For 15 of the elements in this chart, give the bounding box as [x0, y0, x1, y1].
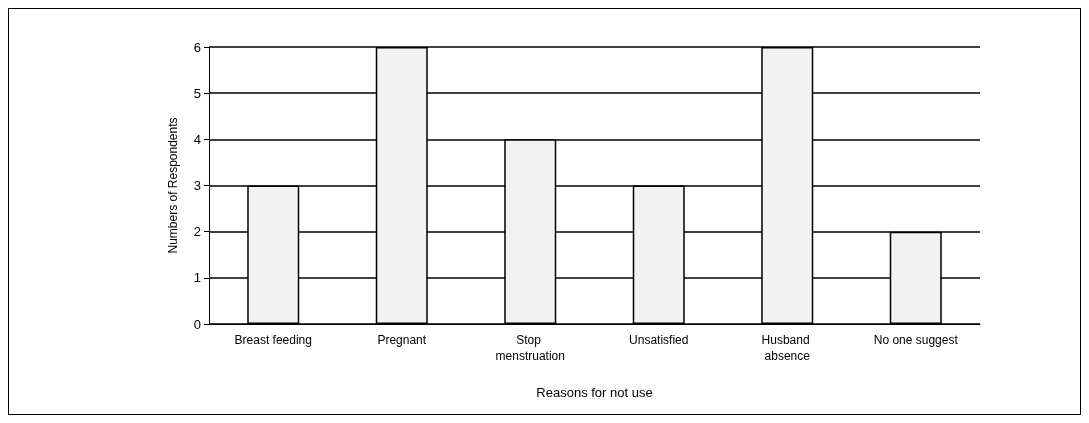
x-axis-title: Reasons for not use: [536, 385, 653, 400]
x-tick-label: Pregnant: [377, 333, 427, 347]
x-tick-label: Unsatisfied: [629, 333, 689, 347]
y-tick-label: 5: [193, 85, 201, 101]
x-tick-label: Stop menstruation: [495, 333, 565, 363]
x-tick-label: Husband absence: [761, 333, 813, 363]
x-tick-label: No one suggest: [873, 333, 959, 347]
y-tick-label: 2: [193, 224, 201, 240]
y-tick-label: 0: [193, 316, 201, 332]
y-tick-label: 1: [193, 270, 201, 286]
y-tick-label: 4: [193, 131, 201, 147]
x-tick-label: Breast feeding: [234, 333, 312, 347]
y-tick-label: 6: [193, 39, 201, 55]
y-axis-title: Numbers of Respondents: [166, 117, 180, 254]
y-tick-label: 3: [193, 178, 201, 193]
